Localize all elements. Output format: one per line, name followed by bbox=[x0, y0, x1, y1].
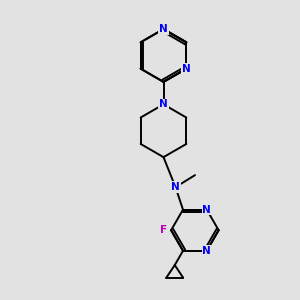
Text: N: N bbox=[202, 246, 211, 256]
Text: F: F bbox=[160, 225, 167, 235]
Text: N: N bbox=[202, 205, 211, 214]
Text: N: N bbox=[171, 182, 180, 192]
Text: N: N bbox=[182, 64, 191, 74]
Text: N: N bbox=[159, 99, 168, 109]
Text: N: N bbox=[159, 24, 168, 34]
